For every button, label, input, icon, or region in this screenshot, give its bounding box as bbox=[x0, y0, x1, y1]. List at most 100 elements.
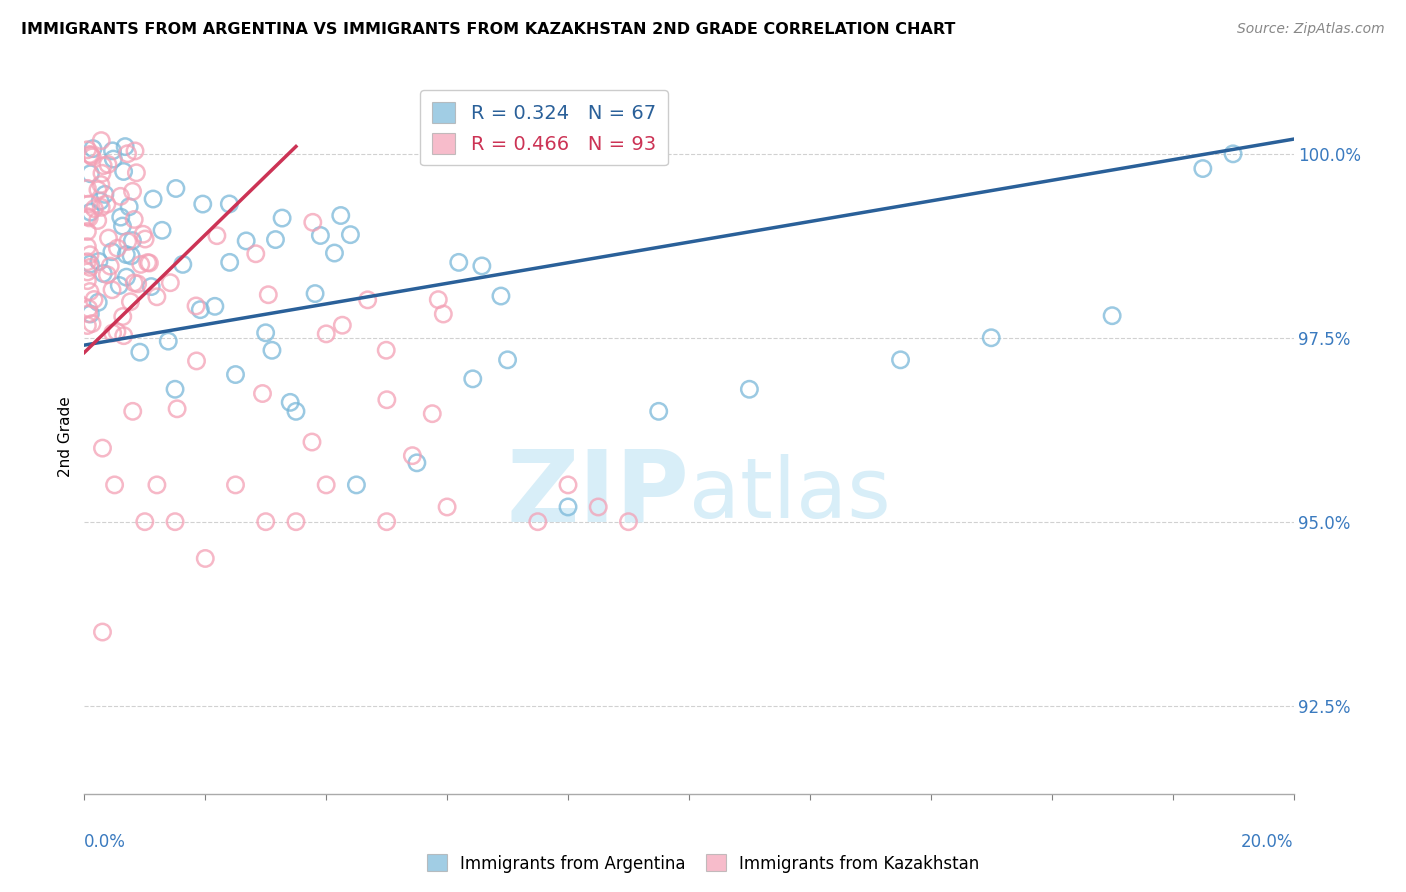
Point bbox=[136, 255, 159, 269]
Point bbox=[557, 478, 579, 492]
Point bbox=[205, 228, 228, 243]
Point bbox=[76, 254, 98, 268]
Point bbox=[980, 331, 1002, 345]
Point bbox=[134, 515, 156, 529]
Point bbox=[461, 372, 484, 386]
Point bbox=[90, 200, 112, 214]
Point bbox=[157, 334, 180, 348]
Point bbox=[375, 392, 398, 407]
Point bbox=[738, 382, 761, 396]
Point bbox=[184, 299, 207, 313]
Point bbox=[375, 515, 398, 529]
Point bbox=[110, 189, 132, 203]
Point bbox=[120, 249, 142, 263]
Point bbox=[112, 328, 135, 343]
Point bbox=[91, 625, 114, 640]
Point bbox=[117, 235, 139, 249]
Point bbox=[79, 257, 101, 271]
Point bbox=[890, 352, 912, 367]
Point bbox=[122, 212, 145, 227]
Point bbox=[101, 244, 124, 259]
Point bbox=[218, 255, 240, 269]
Point bbox=[142, 192, 165, 206]
Point bbox=[278, 395, 301, 409]
Point bbox=[91, 267, 114, 281]
Point bbox=[77, 211, 100, 225]
Text: Source: ZipAtlas.com: Source: ZipAtlas.com bbox=[1237, 22, 1385, 37]
Point bbox=[1222, 146, 1244, 161]
Point bbox=[1101, 309, 1123, 323]
Point bbox=[339, 227, 361, 242]
Point bbox=[76, 318, 98, 333]
Point bbox=[76, 274, 98, 288]
Point bbox=[194, 551, 217, 566]
Point bbox=[76, 240, 98, 254]
Point bbox=[166, 401, 188, 416]
Point bbox=[79, 205, 101, 219]
Point bbox=[132, 227, 155, 242]
Point bbox=[107, 241, 129, 255]
Point bbox=[77, 301, 100, 316]
Point bbox=[527, 515, 550, 529]
Point bbox=[98, 259, 121, 273]
Point bbox=[82, 142, 104, 156]
Point bbox=[172, 257, 194, 271]
Point bbox=[489, 289, 512, 303]
Point bbox=[588, 500, 610, 514]
Point bbox=[96, 197, 118, 211]
Point bbox=[127, 277, 149, 291]
Point bbox=[323, 246, 346, 260]
Text: IMMIGRANTS FROM ARGENTINA VS IMMIGRANTS FROM KAZAKHSTAN 2ND GRADE CORRELATION CH: IMMIGRANTS FROM ARGENTINA VS IMMIGRANTS … bbox=[21, 22, 956, 37]
Point bbox=[103, 152, 125, 166]
Point bbox=[401, 449, 423, 463]
Point bbox=[128, 345, 150, 359]
Point bbox=[427, 293, 450, 307]
Point bbox=[117, 146, 139, 161]
Point bbox=[112, 164, 135, 178]
Point bbox=[557, 500, 579, 514]
Point bbox=[79, 307, 101, 321]
Point bbox=[146, 290, 169, 304]
Point bbox=[257, 287, 280, 301]
Point bbox=[120, 294, 142, 309]
Point bbox=[188, 302, 211, 317]
Point bbox=[80, 148, 103, 162]
Point bbox=[87, 295, 110, 310]
Point bbox=[375, 343, 398, 358]
Point bbox=[134, 232, 156, 246]
Point bbox=[82, 150, 104, 164]
Point bbox=[108, 278, 131, 293]
Point bbox=[87, 183, 110, 197]
Point bbox=[436, 500, 458, 514]
Point bbox=[91, 441, 114, 455]
Point bbox=[76, 210, 98, 224]
Point bbox=[420, 407, 443, 421]
Point bbox=[225, 478, 247, 492]
Point bbox=[150, 223, 173, 237]
Point bbox=[115, 247, 138, 261]
Point bbox=[346, 478, 368, 492]
Point bbox=[301, 435, 323, 450]
Point bbox=[94, 187, 117, 202]
Point bbox=[111, 219, 134, 233]
Point bbox=[165, 181, 187, 195]
Point bbox=[129, 257, 152, 271]
Y-axis label: 2nd Grade: 2nd Grade bbox=[58, 397, 73, 477]
Point bbox=[304, 286, 326, 301]
Point bbox=[101, 326, 124, 340]
Point bbox=[617, 515, 640, 529]
Text: ZIP: ZIP bbox=[506, 446, 689, 542]
Point bbox=[309, 228, 332, 243]
Point bbox=[80, 317, 103, 331]
Point bbox=[115, 270, 138, 285]
Point bbox=[254, 326, 277, 340]
Point bbox=[264, 233, 287, 247]
Text: atlas: atlas bbox=[689, 454, 890, 534]
Point bbox=[110, 210, 132, 224]
Point bbox=[447, 255, 470, 269]
Point bbox=[186, 354, 208, 368]
Point bbox=[406, 456, 429, 470]
Point bbox=[79, 167, 101, 181]
Point bbox=[648, 404, 671, 418]
Point bbox=[90, 134, 112, 148]
